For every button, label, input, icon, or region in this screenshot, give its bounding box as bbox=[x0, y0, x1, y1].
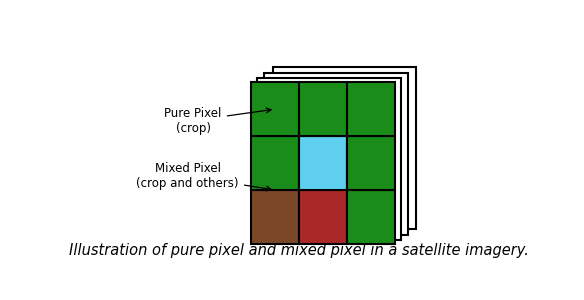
Text: Mixed Pixel
(crop and others): Mixed Pixel (crop and others) bbox=[137, 162, 271, 191]
Bar bbox=[347, 190, 395, 244]
Text: Illustration of pure pixel and mixed pixel in a satellite imagery.: Illustration of pure pixel and mixed pix… bbox=[69, 243, 529, 258]
Bar bbox=[299, 82, 347, 136]
Bar bbox=[273, 67, 416, 229]
Bar bbox=[258, 78, 401, 240]
Text: Pure Pixel
(crop): Pure Pixel (crop) bbox=[165, 107, 271, 135]
Bar bbox=[251, 190, 299, 244]
Bar bbox=[251, 136, 299, 190]
Bar bbox=[299, 136, 347, 190]
Bar bbox=[251, 82, 299, 136]
Bar bbox=[299, 190, 347, 244]
Bar bbox=[265, 73, 408, 235]
Bar bbox=[347, 136, 395, 190]
Bar bbox=[347, 82, 395, 136]
